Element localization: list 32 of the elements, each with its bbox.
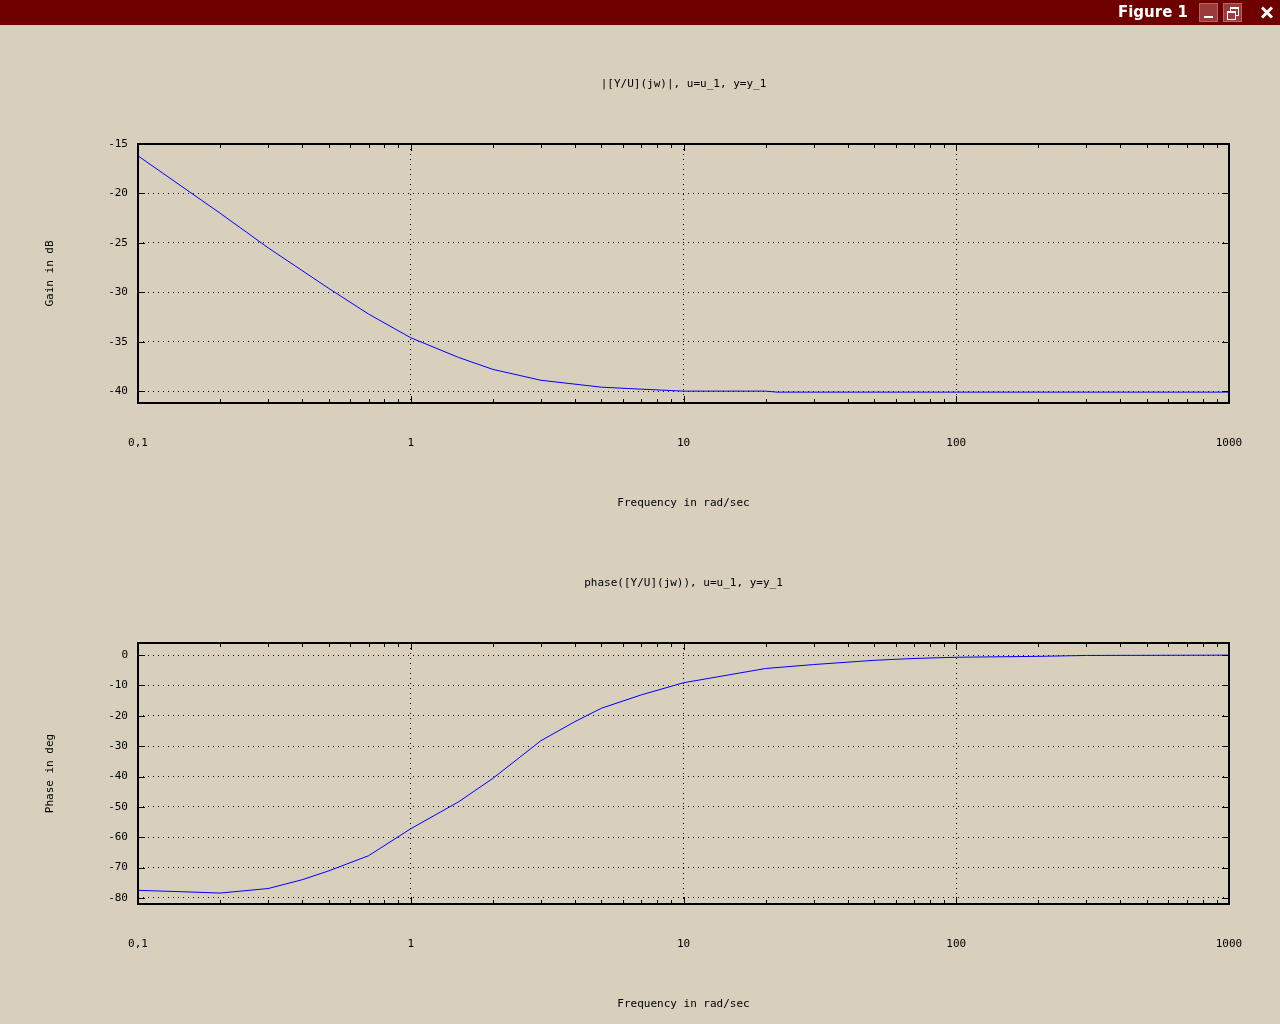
x-axis-title: Frequency in rad/sec [617,996,750,1010]
y-tick-label: -40 [108,769,128,783]
x-tick-label: 100 [946,937,967,951]
x-tick-label: 0,1 [128,436,148,450]
x-tick-label: 1 [407,436,415,450]
x-tick-label: 10 [676,937,691,951]
caption: Figure 1 [1117,3,1188,21]
x-tick-label: 100 [946,436,967,450]
x-tick-label: 1 [407,937,415,951]
y-tick-label: -15 [108,136,128,150]
y-tick-label: -20 [108,708,128,722]
y-axis-title: Gain in dB [42,240,56,307]
y-tick-label: -60 [108,830,128,844]
x-tick-label: 1000 [1215,436,1243,450]
y-tick-label: -70 [108,860,128,874]
x-axis-title: Frequency in rad/sec [617,495,750,509]
x-tick-label: 0,1 [128,937,148,951]
y-axis-title: Phase in deg [42,733,56,814]
chart-title: phase([Y/U](jw)), u=u_1, y=y_1 [584,575,783,589]
y-tick-label: -20 [108,186,128,200]
y-tick-label: 0 [121,648,128,661]
y-tick-label: -50 [108,799,128,813]
y-tick-label: -80 [108,890,128,904]
x-tick-label: 10 [676,436,691,450]
y-tick-label: -30 [108,285,128,299]
y-tick-label: -40 [108,384,128,397]
x-tick-label: 1000 [1215,937,1243,951]
y-tick-label: -35 [108,334,128,348]
y-tick-label: -25 [108,235,128,249]
y-tick-label: -10 [108,678,128,692]
y-tick-label: -30 [108,739,128,753]
chart-title: |[Y/U](jw)|, u=u_1, y=y_1 [600,76,767,90]
